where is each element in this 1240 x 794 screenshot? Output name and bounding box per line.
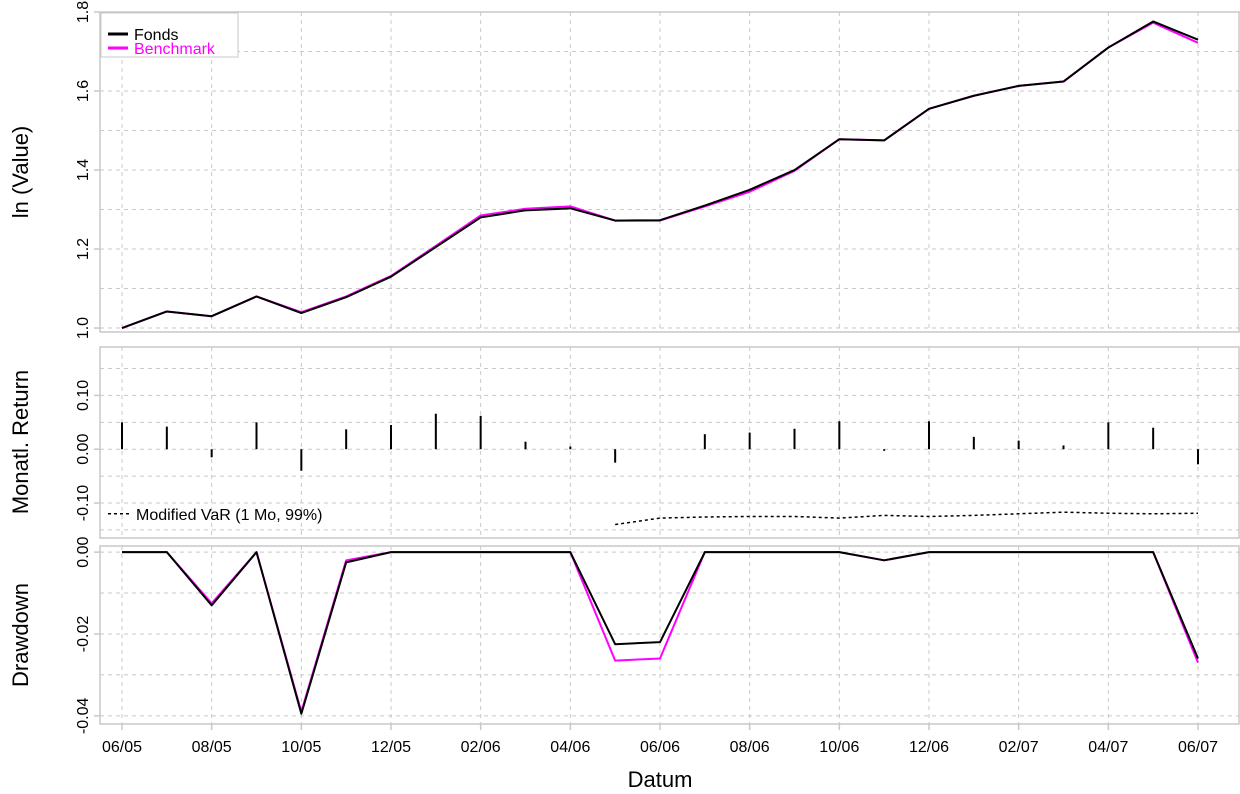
- panel-drawdown: -0.04 -0.02 0.00 Drawdown: [8, 536, 1240, 734]
- y-axis-label: Drawdown: [8, 583, 33, 687]
- y-tick-label: 0.10: [75, 380, 92, 411]
- y-tick-label: -0.02: [75, 616, 92, 653]
- x-axis-label: Datum: [628, 767, 693, 792]
- x-tick-label: 06/05: [102, 739, 142, 756]
- y-tick-label: 0.00: [75, 434, 92, 465]
- x-tick-label: 06/06: [640, 739, 680, 756]
- legend-label-fonds: Fonds: [134, 27, 178, 44]
- x-tick-label: 06/07: [1178, 739, 1218, 756]
- series-line-fonds: [122, 551, 1199, 715]
- x-tick-label: 02/07: [999, 739, 1039, 756]
- var-line: [615, 511, 1199, 526]
- y-tick-label: 1.4: [75, 159, 92, 181]
- panel-frame: [99, 545, 1240, 725]
- y-tick-label: 1.8: [75, 1, 92, 23]
- y-tick-label: -0.04: [75, 697, 92, 734]
- legend-label-benchmark: Benchmark: [134, 41, 216, 58]
- panel-returns: -0.10 0.00 0.10 Monatl. Return Modified VaR …: [8, 346, 1240, 539]
- series-line-fonds: [121, 20, 1199, 329]
- y-tick-label: -0.10: [75, 485, 92, 522]
- x-tick-label: 12/05: [371, 739, 411, 756]
- y-tick-label: 1.2: [75, 238, 92, 260]
- x-tick-label: 08/05: [192, 739, 232, 756]
- panels-layer: 1.0 1.2 1.4 1.6 1.8 ln (Value) -0.10 0.00 0.10 Mo…: [8, 1, 1240, 734]
- y-tick-label: 0.00: [75, 536, 92, 567]
- x-tick-label: 04/06: [550, 739, 590, 756]
- x-axis: 06/05 08/05 10/05 12/05 02/06 04/06 06/06 08/06…: [102, 724, 1218, 756]
- x-tick-label: 10/05: [281, 739, 321, 756]
- y-tick-label: 1.0: [75, 317, 92, 339]
- panel-value: 1.0 1.2 1.4 1.6 1.8 ln (Value): [8, 1, 1240, 339]
- series-line-benchmark: [122, 551, 1199, 713]
- y-axis-label: ln (Value): [8, 126, 33, 219]
- y-axis-label: Monatl. Return: [8, 370, 33, 514]
- x-tick-label: 04/07: [1088, 739, 1128, 756]
- x-tick-label: 12/06: [909, 739, 949, 756]
- panel-frame: [99, 11, 1240, 333]
- x-tick-label: 02/06: [461, 739, 501, 756]
- var-legend-label: Modified VaR (1 Mo, 99%): [136, 507, 322, 524]
- x-tick-label: 08/06: [730, 739, 770, 756]
- x-tick-label: 10/06: [819, 739, 859, 756]
- panel-frame: [99, 346, 1240, 539]
- y-tick-label: 1.6: [75, 80, 92, 102]
